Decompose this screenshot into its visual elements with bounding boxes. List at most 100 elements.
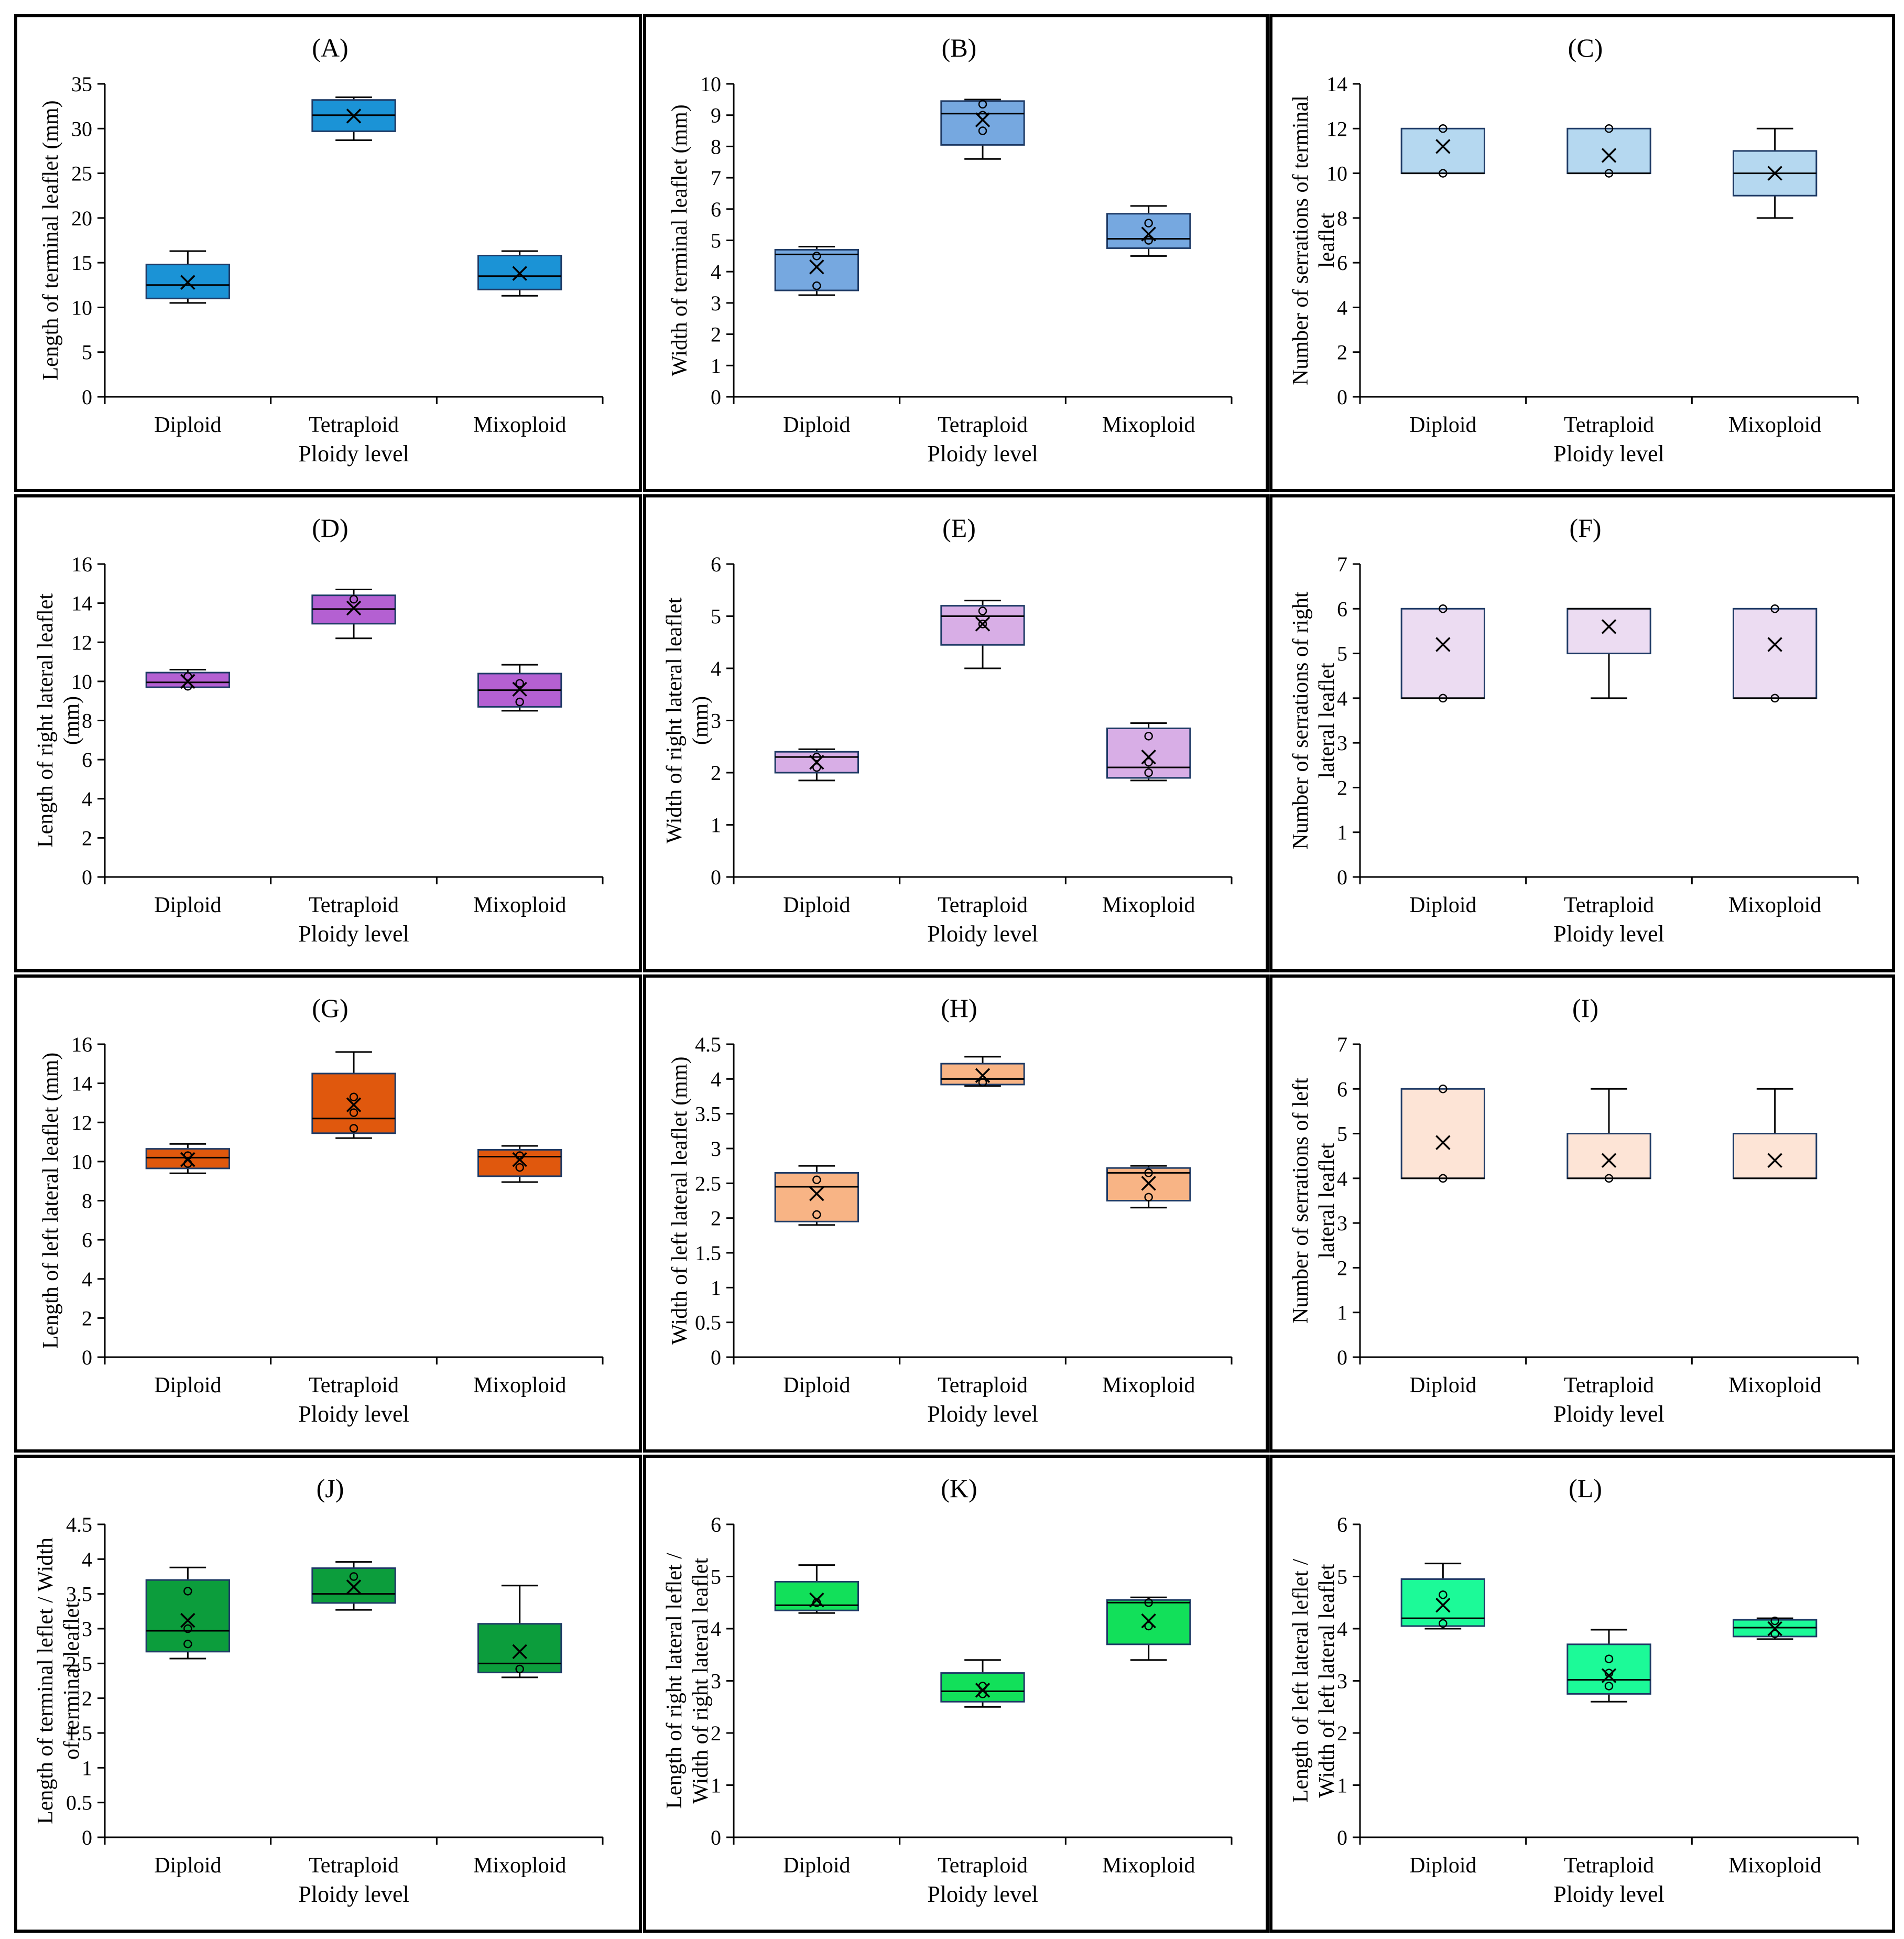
y-tick-label: 6 bbox=[82, 748, 92, 772]
data-point bbox=[1439, 1619, 1448, 1628]
x-tick-label: Mixoploid bbox=[1102, 1854, 1195, 1878]
mean-marker-stroke bbox=[975, 112, 991, 127]
y-tick-label: 0.5 bbox=[66, 1791, 92, 1815]
y-tick-label: 10 bbox=[71, 1150, 92, 1174]
y-axis-label: Width of terminal leaflet (mm) bbox=[668, 104, 692, 376]
box-diploid bbox=[1400, 1563, 1486, 1630]
mean-marker-stroke bbox=[1767, 637, 1782, 652]
mean-marker-stroke bbox=[1601, 1153, 1617, 1168]
y-axis-label: Length of terminal leaflet (mm) bbox=[39, 100, 63, 380]
data-point bbox=[812, 752, 821, 762]
y-axis-label: Length of left lateral leaflet (mm) bbox=[39, 1053, 63, 1349]
y-tick-label: 20 bbox=[71, 207, 92, 230]
y-tick-label: 3.5 bbox=[695, 1102, 721, 1126]
y-tick-label: 10 bbox=[71, 296, 92, 319]
y-tick-label: 0 bbox=[82, 1826, 92, 1849]
chart-panel-b: (B) 0 1 2 3 4 5 6 7 8 9 10 Diploid Tetraploid Mixoploi… bbox=[643, 14, 1269, 492]
box-body bbox=[774, 248, 859, 291]
panel-title: (E) bbox=[942, 513, 976, 543]
data-point bbox=[515, 697, 524, 707]
data-point bbox=[1144, 1193, 1153, 1202]
data-point bbox=[978, 100, 987, 109]
y-tick-label: 0 bbox=[711, 1346, 721, 1369]
y-tick-label: 5 bbox=[711, 605, 721, 629]
y-tick-label: 6 bbox=[82, 1228, 92, 1252]
box-mixoploid bbox=[1733, 127, 1818, 219]
box-mixoploid bbox=[1733, 604, 1818, 703]
data-point bbox=[812, 252, 821, 261]
y-tick-label: 14 bbox=[71, 1072, 92, 1096]
box-tetraploid bbox=[1566, 608, 1651, 699]
data-point bbox=[1144, 1598, 1153, 1607]
data-point bbox=[1144, 1168, 1153, 1177]
x-tick-label: Mixoploid bbox=[1102, 413, 1195, 437]
data-point bbox=[1604, 1682, 1614, 1691]
box-mixoploid bbox=[1106, 1596, 1191, 1661]
mean-marker-stroke bbox=[346, 1097, 362, 1112]
y-tick-label: 4 bbox=[1337, 687, 1347, 710]
data-point bbox=[1439, 1085, 1448, 1093]
mean-marker bbox=[975, 1068, 991, 1083]
y-tick-label: 5 bbox=[711, 1565, 721, 1589]
y-axis-label: Length of left lateral leflet / bbox=[1289, 1559, 1313, 1803]
y-tick-label: 16 bbox=[71, 553, 92, 576]
mean-marker bbox=[1141, 1613, 1156, 1629]
x-axis-label: Ploidy level bbox=[298, 1881, 409, 1907]
chart-panel-e: (E) 0 1 2 3 4 5 6 Diploid Tetraploid Mixoploid Ploi… bbox=[643, 494, 1269, 972]
box-body bbox=[1106, 727, 1191, 779]
y-axis-label: Width of left lateral leaflet (mm) bbox=[668, 1057, 692, 1345]
mean-marker bbox=[1601, 1153, 1617, 1168]
y-tick-label: 12 bbox=[71, 1111, 92, 1134]
box-tetraploid bbox=[940, 1659, 1025, 1708]
y-tick-label: 1 bbox=[711, 814, 721, 837]
box-mixoploid bbox=[1733, 1088, 1818, 1179]
panel-frame bbox=[14, 494, 642, 972]
chart-panel-l: (L) 0 1 2 3 4 5 6 Diploid Tetraploid Mixoploid Ploi… bbox=[1269, 1455, 1895, 1933]
data-point bbox=[1439, 124, 1448, 133]
chart-panel-i: (I) 0 1 2 3 4 5 6 7 Diploid Tetraploid Mixoploid Plo… bbox=[1269, 974, 1895, 1453]
y-tick-label: 2 bbox=[1337, 776, 1347, 799]
mean-marker-stroke bbox=[1601, 148, 1617, 163]
y-tick-label: 1.5 bbox=[695, 1241, 721, 1265]
x-tick-label: Diploid bbox=[1409, 1373, 1476, 1398]
box-body bbox=[1400, 127, 1486, 175]
box-mixoploid bbox=[477, 1585, 562, 1678]
y-tick-label: 3 bbox=[711, 709, 721, 733]
box-mixoploid bbox=[477, 250, 562, 297]
y-tick-label: 8 bbox=[82, 709, 92, 733]
y-axis-label: (mm) bbox=[689, 696, 713, 745]
y-tick-label: 35 bbox=[71, 72, 92, 96]
panel-frame bbox=[1269, 974, 1895, 1453]
mean-marker-stroke bbox=[512, 266, 527, 281]
data-point bbox=[978, 126, 987, 135]
data-point bbox=[1144, 757, 1153, 767]
x-tick-label: Tetraploid bbox=[1564, 893, 1654, 917]
y-tick-label: 4 bbox=[711, 657, 721, 680]
box-mixoploid bbox=[1106, 1165, 1191, 1209]
x-tick-label: Diploid bbox=[783, 893, 850, 917]
x-axis-label: Ploidy level bbox=[927, 441, 1038, 467]
chart-panel-c: (C) 0 2 4 6 8 10 12 14 Diploid Tetraploid Mixoploid… bbox=[1269, 14, 1895, 492]
mean-marker-stroke bbox=[975, 616, 991, 632]
mean-marker bbox=[809, 1186, 824, 1201]
mean-marker-stroke bbox=[1435, 1597, 1451, 1613]
y-tick-label: 12 bbox=[71, 631, 92, 654]
panel-frame bbox=[1269, 14, 1895, 492]
y-tick-label: 0 bbox=[82, 1346, 92, 1369]
box-body bbox=[1566, 127, 1651, 175]
y-tick-label: 5 bbox=[1337, 1565, 1347, 1589]
box-body bbox=[311, 1073, 396, 1134]
mean-marker bbox=[346, 109, 362, 124]
x-tick-label: Tetraploid bbox=[1564, 1373, 1654, 1398]
y-tick-label: 5 bbox=[1337, 1122, 1347, 1146]
x-tick-label: Mixoploid bbox=[1728, 1373, 1821, 1398]
y-tick-label: 0 bbox=[711, 865, 721, 889]
data-point bbox=[1144, 732, 1153, 741]
data-point bbox=[1770, 1629, 1779, 1639]
box-mixoploid bbox=[1733, 1616, 1818, 1640]
box-tetraploid bbox=[1566, 124, 1651, 178]
data-point bbox=[349, 1092, 358, 1101]
data-point bbox=[1144, 236, 1153, 245]
x-axis-label: Ploidy level bbox=[1553, 1881, 1664, 1907]
